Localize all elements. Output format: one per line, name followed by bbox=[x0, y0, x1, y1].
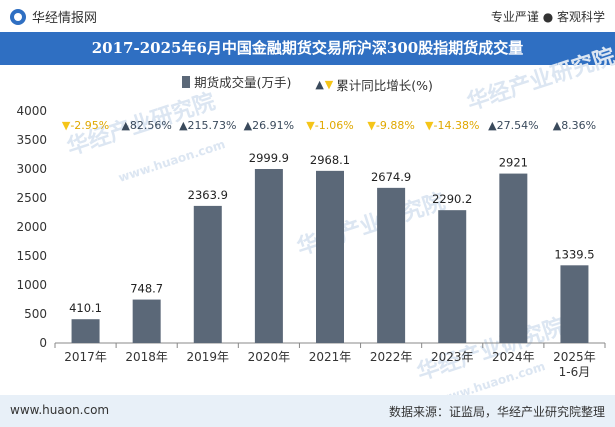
legend-item-growth: ▲ ▼ 累计同比增长(%) bbox=[315, 75, 433, 94]
bar-swatch-icon bbox=[182, 75, 191, 88]
chart-title: 2017-2025年6月中国金融期货交易所沪深300股指期货成交量 bbox=[0, 32, 615, 65]
x-tick-label: 2019年 bbox=[187, 350, 230, 364]
growth-label: ▼-9.88% bbox=[367, 119, 414, 132]
growth-label: ▼-1.06% bbox=[306, 119, 353, 132]
growth-value: 8.36% bbox=[561, 119, 596, 132]
watermark-text: 华经产业研究院 bbox=[464, 43, 615, 115]
y-tick-label: 3500 bbox=[16, 133, 47, 147]
growth-value: 215.73% bbox=[188, 119, 237, 132]
bar bbox=[132, 299, 161, 343]
x-tick-label: 2021年 bbox=[309, 350, 352, 364]
growth-value: -9.88% bbox=[376, 119, 415, 132]
bar bbox=[71, 319, 100, 343]
growth-label: ▼-14.38% bbox=[425, 119, 479, 132]
legend: 期货成交量(万手) ▲ ▼ 累计同比增长(%) bbox=[0, 72, 615, 94]
growth-label: ▲8.36% bbox=[553, 119, 596, 132]
triangle-up-icon: ▲ bbox=[553, 119, 562, 132]
triangle-up-icon: ▲ bbox=[488, 119, 497, 132]
growth-label: ▲27.54% bbox=[488, 119, 538, 132]
x-tick-label: 2017年 bbox=[64, 350, 107, 364]
legend-volume-label: 期货成交量(万手) bbox=[194, 75, 292, 90]
bar-value-label: 2921 bbox=[499, 156, 528, 170]
footer-url: www.huaon.com bbox=[10, 403, 110, 417]
footer: www.huaon.com 数据来源：证监局，华经产业研究院整理 bbox=[0, 395, 615, 427]
brand: 华经情报网 bbox=[10, 7, 97, 26]
bar bbox=[193, 205, 222, 343]
x-tick-label: 2018年 bbox=[125, 350, 168, 364]
x-tick-label: 2025年 bbox=[553, 350, 596, 364]
growth-label: ▼-2.95% bbox=[62, 119, 109, 132]
brand-name: 华经情报网 bbox=[32, 11, 98, 26]
growth-label: ▲215.73% bbox=[179, 119, 236, 132]
growth-value: 26.91% bbox=[252, 119, 294, 132]
bar bbox=[560, 265, 589, 343]
growth-value: -2.95% bbox=[70, 119, 109, 132]
y-tick-label: 2500 bbox=[16, 191, 47, 205]
y-tick-label: 0 bbox=[39, 336, 47, 350]
y-tick-label: 3000 bbox=[16, 162, 47, 176]
growth-value: 82.56% bbox=[130, 119, 172, 132]
bar bbox=[438, 210, 467, 343]
triangle-up-icon: ▲ bbox=[179, 119, 188, 132]
bar-value-label: 1339.5 bbox=[554, 247, 594, 261]
y-tick-label: 2000 bbox=[16, 220, 47, 234]
growth-value: -14.38% bbox=[433, 119, 479, 132]
legend-growth-label: 累计同比增长(%) bbox=[336, 77, 433, 93]
triangle-up-icon: ▲ bbox=[315, 77, 324, 91]
bar-value-label: 2363.9 bbox=[188, 188, 228, 202]
triangle-down-icon: ▼ bbox=[425, 119, 434, 132]
x-tick-label: 2023年 bbox=[431, 350, 474, 364]
y-tick-label: 4000 bbox=[16, 104, 47, 118]
bar bbox=[254, 169, 283, 343]
growth-value: 27.54% bbox=[497, 119, 539, 132]
bar-value-label: 2290.2 bbox=[432, 192, 472, 206]
bar bbox=[377, 187, 406, 343]
bar-value-label: 2999.9 bbox=[249, 151, 289, 165]
legend-item-volume: 期货成交量(万手) bbox=[182, 72, 291, 91]
bar-value-label: 410.1 bbox=[69, 301, 102, 315]
x-tick-label: 2022年 bbox=[370, 350, 413, 364]
triangle-up-icon: ▲ bbox=[121, 119, 130, 132]
growth-label: ▲82.56% bbox=[121, 119, 171, 132]
triangle-down-icon: ▼ bbox=[324, 77, 334, 91]
tagline: 专业严谨 ● 客观科学 bbox=[490, 10, 605, 24]
growth-labels: ▼-2.95% ▲82.56% ▲215.73% ▲26.91% ▼-1.06% ▼-9.… bbox=[62, 119, 596, 132]
x-tick-label: 2024年 bbox=[492, 350, 535, 364]
triangle-down-icon: ▼ bbox=[367, 119, 376, 132]
bar bbox=[499, 173, 528, 343]
growth-value: -1.06% bbox=[315, 119, 354, 132]
top-bar: 华经情报网 专业严谨 ● 客观科学 bbox=[0, 0, 615, 32]
footer-source: 数据来源：证监局，华经产业研究院整理 bbox=[388, 405, 605, 419]
y-tick-label: 1500 bbox=[16, 249, 47, 263]
brand-logo-icon bbox=[10, 8, 26, 25]
triangle-down-icon: ▼ bbox=[306, 119, 315, 132]
triangle-down-icon: ▼ bbox=[62, 119, 71, 132]
growth-label: ▲26.91% bbox=[244, 119, 294, 132]
bar-value-label: 2968.1 bbox=[310, 153, 350, 167]
x-tick-label: 2020年 bbox=[248, 350, 291, 364]
bar bbox=[316, 170, 344, 343]
x-tick-label: 1-6月 bbox=[559, 365, 591, 379]
triangle-up-icon: ▲ bbox=[244, 119, 253, 132]
bars: 410.1 2017年 748.7 2018年 2363.9 2019年 2999.9 202… bbox=[64, 151, 595, 379]
bar-value-label: 748.7 bbox=[130, 282, 163, 296]
y-tick-label: 1000 bbox=[16, 278, 47, 292]
watermark-url: www.huaon.com bbox=[117, 137, 227, 185]
y-tick-label: 500 bbox=[24, 307, 47, 321]
bar-value-label: 2674.9 bbox=[371, 170, 411, 184]
